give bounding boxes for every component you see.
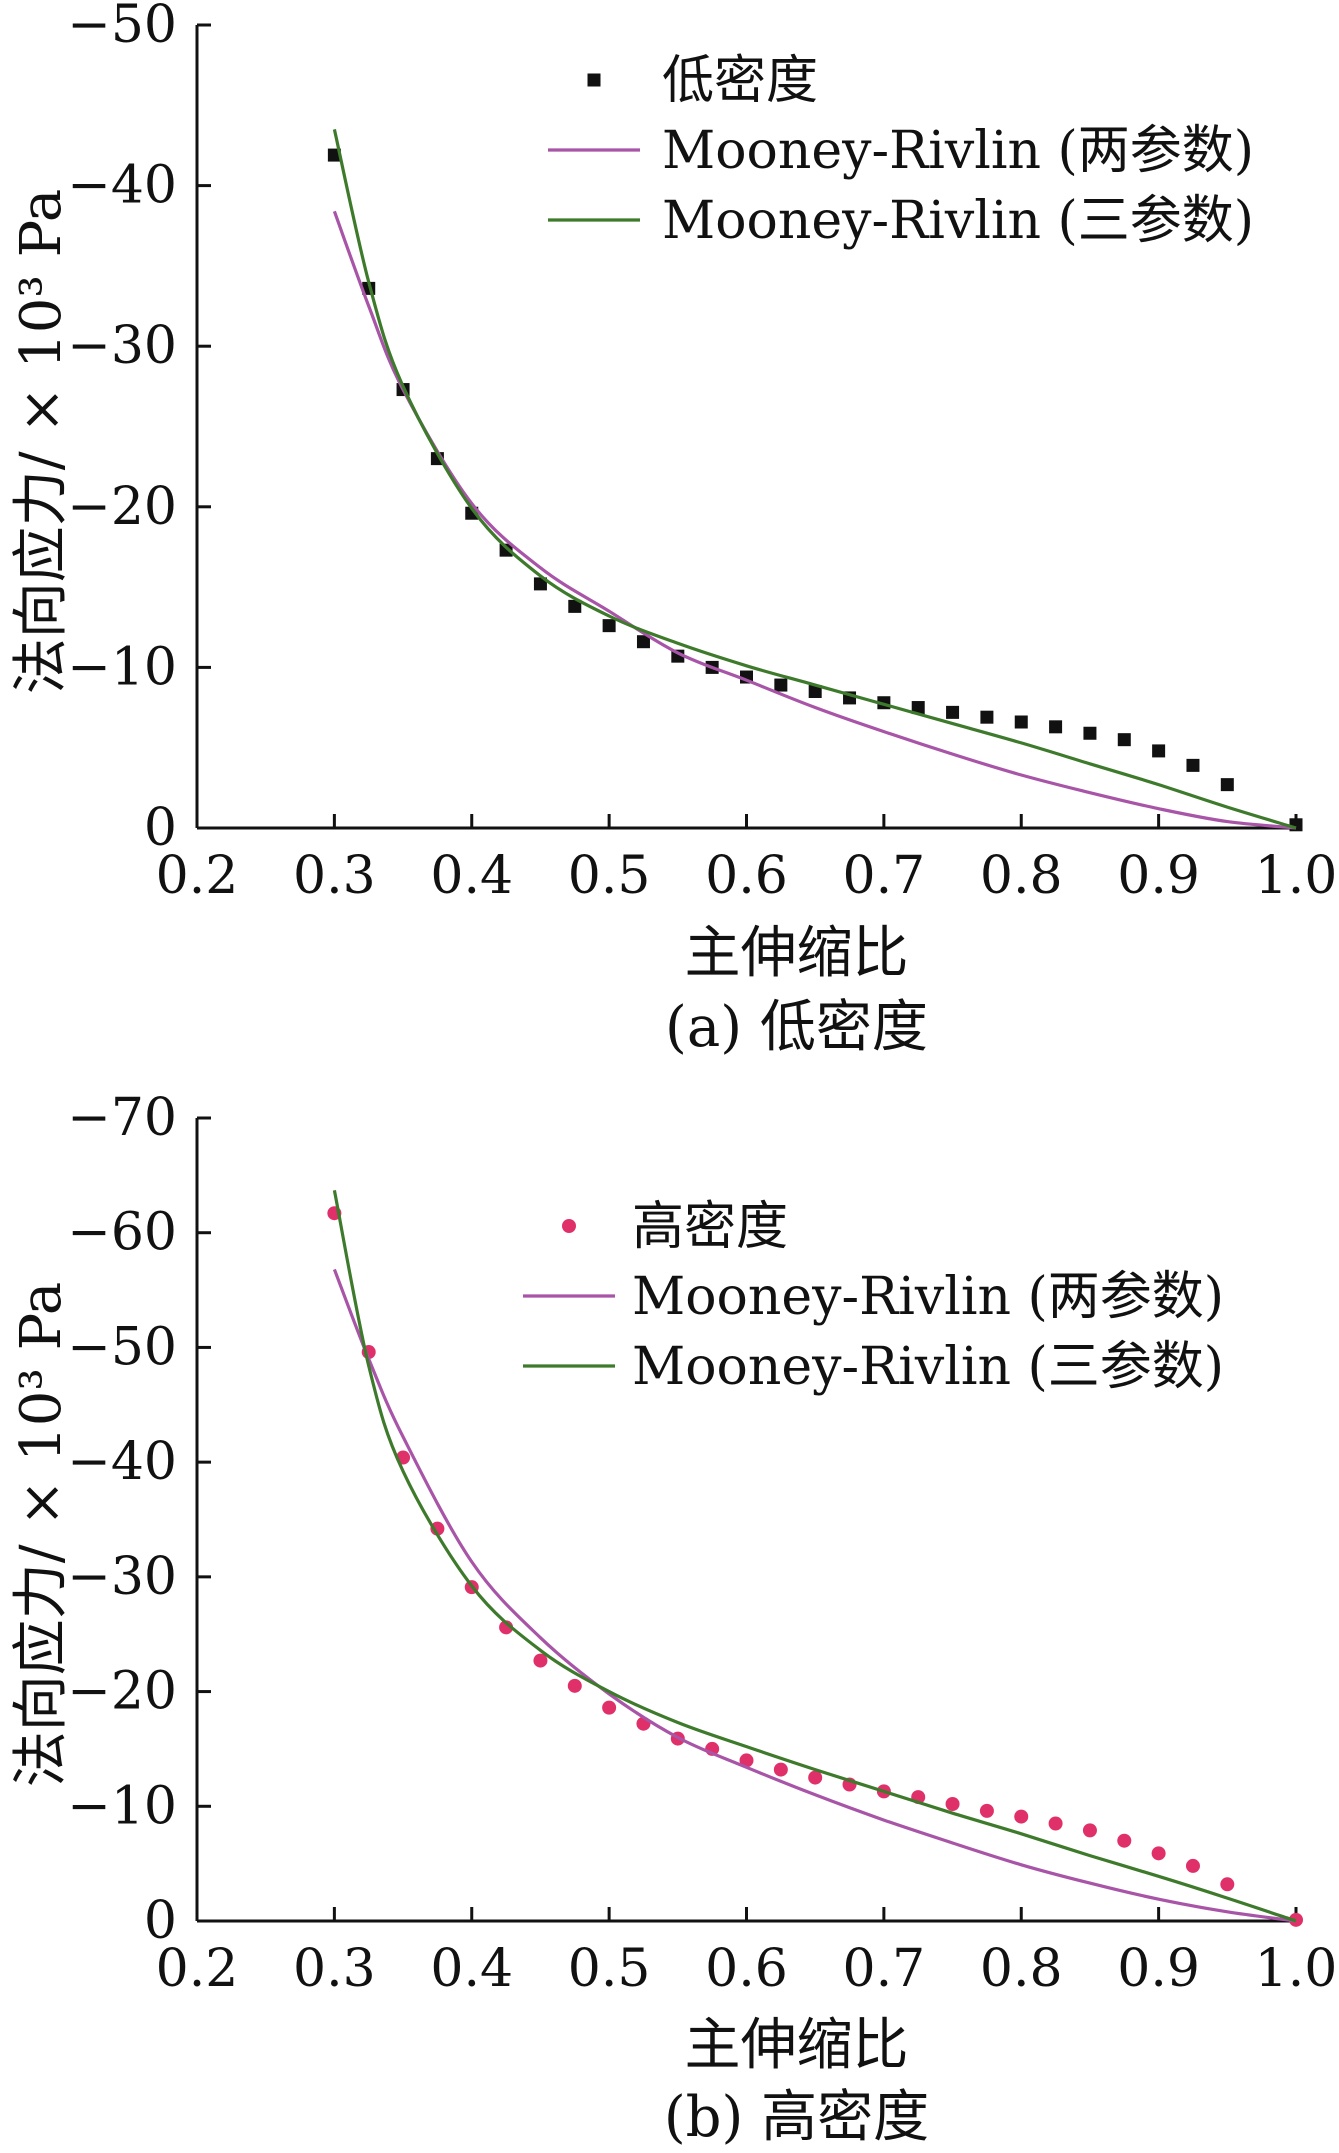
data-point <box>1014 1809 1029 1824</box>
y-tick-label: −70 <box>67 1088 177 1148</box>
data-point <box>1220 778 1234 792</box>
series-line-2 <box>332 129 1297 830</box>
x-tick-label: 0.3 <box>293 846 376 906</box>
y-tick-label: −30 <box>67 316 177 376</box>
data-point <box>1117 733 1131 747</box>
data-point <box>980 710 994 724</box>
data-point <box>1117 1833 1132 1848</box>
y-tick-label: −40 <box>67 156 177 216</box>
x-axis-title: 主伸缩比 <box>685 2013 909 2078</box>
data-point <box>499 543 513 557</box>
x-tick-label: 0.2 <box>156 1939 239 1999</box>
data-point <box>773 1762 788 1777</box>
legend: 高密度 Mooney-Rivlin (两参数) Mooney-Rivlin (三参数… <box>523 1197 1224 1397</box>
data-point <box>568 599 582 613</box>
x-tick-label: 0.6 <box>705 1939 788 1999</box>
y-tick-label: −20 <box>67 477 177 537</box>
x-tick-label: 1.0 <box>1255 846 1338 906</box>
x-tick-label: 0.2 <box>156 846 239 906</box>
data-point <box>808 1770 823 1785</box>
y-tick-label: −40 <box>67 1432 177 1492</box>
y-tick-label: 0 <box>144 1891 177 1951</box>
y-tick-label: −50 <box>67 1317 177 1377</box>
data-point <box>1049 720 1063 734</box>
y-axis-title: 法向应力/ × 10³ Pa <box>9 1282 74 1787</box>
y-axis-title: 法向应力/ × 10³ Pa <box>9 189 74 694</box>
legend-label: Mooney-Rivlin (三参数) <box>662 191 1254 251</box>
data-point <box>1152 744 1166 758</box>
figure-caption: (a) 低密度 <box>665 995 928 1060</box>
y-tick-label: −10 <box>67 1776 177 1836</box>
data-point <box>1186 758 1200 772</box>
data-point <box>602 1700 617 1715</box>
data-point <box>430 1521 445 1536</box>
data-point <box>1220 1877 1235 1892</box>
data-point <box>945 1796 960 1811</box>
data-point <box>1014 715 1028 729</box>
x-tick-label: 0.9 <box>1117 1939 1200 1999</box>
data-point <box>979 1803 994 1818</box>
data-point <box>911 701 925 715</box>
legend: 低密度 Mooney-Rivlin (两参数) Mooney-Rivlin (三参数… <box>548 51 1254 251</box>
x-tick-label: 0.7 <box>843 846 926 906</box>
data-point <box>1151 1846 1166 1861</box>
x-tick-label: 0.8 <box>980 1939 1063 1999</box>
x-tick-label: 0.6 <box>705 846 788 906</box>
legend-label: 高密度 <box>632 1197 788 1257</box>
data-point <box>533 1653 548 1668</box>
data-point <box>567 1678 582 1693</box>
data-point <box>774 678 788 692</box>
legend-marker-swatch <box>587 73 601 87</box>
x-tick-label: 0.3 <box>293 1939 376 1999</box>
series-line-2 <box>332 1189 1297 1923</box>
series-line-1 <box>332 1268 1297 1923</box>
x-tick-label: 0.9 <box>1117 846 1200 906</box>
x-tick-label: 0.7 <box>843 1939 926 1999</box>
legend-label: Mooney-Rivlin (两参数) <box>632 1267 1224 1327</box>
legend-label: Mooney-Rivlin (三参数) <box>632 1337 1224 1397</box>
y-tick-label: −30 <box>67 1547 177 1607</box>
x-axis-title: 主伸缩比 <box>685 921 909 986</box>
y-tick-label: −50 <box>67 0 177 55</box>
x-tick-label: 0.5 <box>568 1939 651 1999</box>
legend-label: Mooney-Rivlin (两参数) <box>662 121 1254 181</box>
data-point <box>1048 1816 1063 1831</box>
data-point <box>1082 1823 1097 1838</box>
legend-label: 低密度 <box>662 51 818 111</box>
chart-panel-a: 0.2 0.3 0.4 0.5 0.6 0.7 0.8 0.9 1.0 −50 −40 −30 −20 −… <box>9 0 1337 1060</box>
data-point <box>533 577 547 591</box>
legend-marker-swatch <box>562 1219 576 1233</box>
x-tick-label: 0.4 <box>430 1939 513 1999</box>
data-point <box>739 1753 754 1768</box>
data-point <box>1289 818 1303 832</box>
y-tick-label: 0 <box>144 798 177 858</box>
y-tick-label: −10 <box>67 637 177 697</box>
data-point <box>808 684 822 698</box>
data-point <box>1083 726 1097 740</box>
data-point <box>946 705 960 719</box>
figure-caption: (b) 高密度 <box>664 2085 929 2150</box>
y-tick-label: −60 <box>67 1203 177 1263</box>
x-tick-label: 0.4 <box>430 846 513 906</box>
data-point <box>602 619 616 633</box>
x-tick-label: 0.5 <box>568 846 651 906</box>
data-point <box>636 635 650 649</box>
x-tick-label: 1.0 <box>1255 1939 1338 1999</box>
x-tick-label: 0.8 <box>980 846 1063 906</box>
y-tick-label: −20 <box>67 1662 177 1722</box>
data-point <box>1185 1858 1200 1873</box>
chart-panel-b: 0.2 0.3 0.4 0.5 0.6 0.7 0.8 0.9 1.0 −70 −60 −50 −40 −… <box>9 1088 1337 2150</box>
